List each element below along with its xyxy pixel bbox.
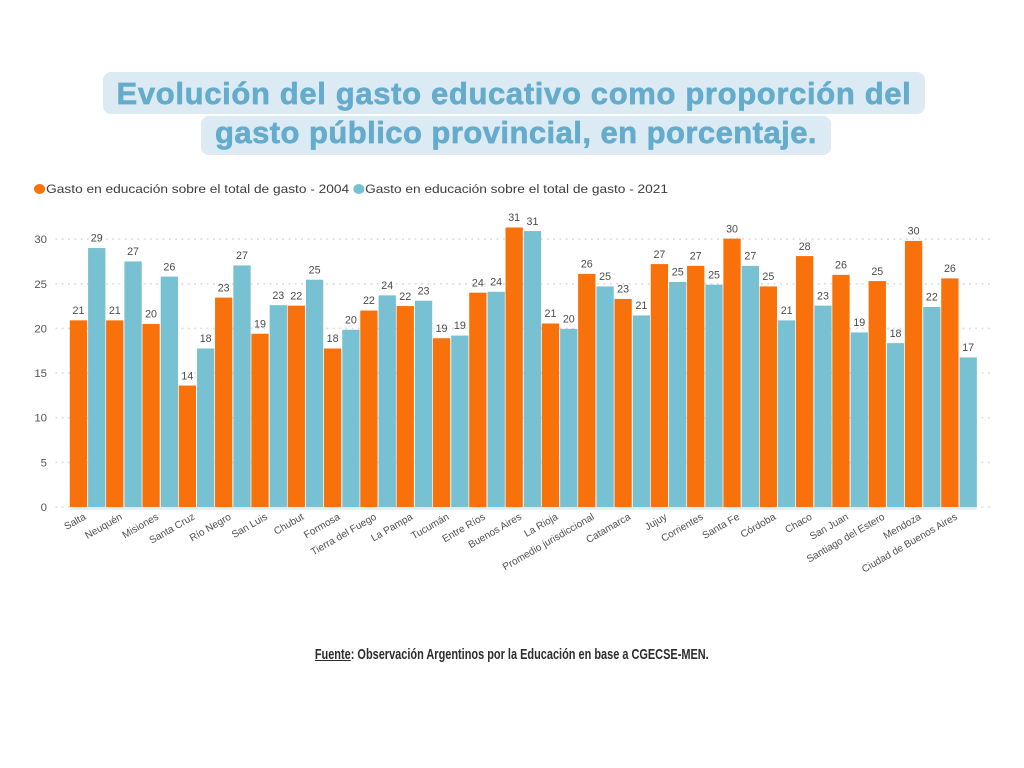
svg-text:21: 21 xyxy=(635,300,647,312)
svg-text:30: 30 xyxy=(34,234,47,246)
svg-text:28: 28 xyxy=(799,241,811,253)
svg-text:26: 26 xyxy=(944,263,956,275)
svg-text:18: 18 xyxy=(327,333,339,345)
svg-text:22: 22 xyxy=(926,292,938,304)
svg-text:22: 22 xyxy=(363,295,375,307)
svg-text:19: 19 xyxy=(254,318,266,330)
svg-text:0: 0 xyxy=(41,502,47,514)
svg-text:5: 5 xyxy=(41,457,47,469)
svg-text:23: 23 xyxy=(272,290,284,302)
svg-text:25: 25 xyxy=(34,279,47,291)
svg-text:31: 31 xyxy=(508,212,520,224)
svg-text:Neuquén: Neuquén xyxy=(83,512,124,542)
svg-text:18: 18 xyxy=(890,328,902,340)
svg-text:25: 25 xyxy=(762,271,774,283)
svg-text:Jujuy: Jujuy xyxy=(643,511,670,533)
svg-text:27: 27 xyxy=(690,251,702,263)
svg-text:19: 19 xyxy=(436,323,448,335)
svg-text:23: 23 xyxy=(817,290,829,302)
svg-text:27: 27 xyxy=(127,246,139,258)
svg-text:22: 22 xyxy=(290,290,302,302)
svg-text:19: 19 xyxy=(853,317,865,329)
svg-text:26: 26 xyxy=(835,260,847,272)
svg-text:25: 25 xyxy=(672,267,684,279)
svg-text:Santa Fe: Santa Fe xyxy=(701,512,742,542)
svg-text:Río Negro: Río Negro xyxy=(188,512,234,545)
svg-text:24: 24 xyxy=(472,277,484,289)
svg-text:19: 19 xyxy=(454,320,466,332)
svg-text:25: 25 xyxy=(599,271,611,283)
svg-text:20: 20 xyxy=(345,314,357,326)
svg-text:18: 18 xyxy=(200,333,212,345)
svg-text:23: 23 xyxy=(617,284,629,296)
svg-text:21: 21 xyxy=(781,305,793,317)
svg-text:17: 17 xyxy=(962,342,974,354)
svg-text:27: 27 xyxy=(236,250,248,262)
svg-text:30: 30 xyxy=(908,226,920,238)
svg-text:24: 24 xyxy=(490,276,502,288)
svg-text:25: 25 xyxy=(871,266,883,278)
svg-text:31: 31 xyxy=(527,216,539,228)
svg-text:Chubut: Chubut xyxy=(272,512,306,538)
svg-text:10: 10 xyxy=(34,413,47,425)
svg-text:Salta: Salta xyxy=(63,512,89,533)
svg-text:San Luis: San Luis xyxy=(230,512,270,541)
svg-text:27: 27 xyxy=(653,249,665,261)
svg-text:23: 23 xyxy=(418,285,430,297)
svg-text:21: 21 xyxy=(545,308,557,320)
svg-text:15: 15 xyxy=(34,368,47,380)
svg-text:22: 22 xyxy=(399,291,411,303)
svg-text:24: 24 xyxy=(381,280,393,292)
svg-text:20: 20 xyxy=(563,314,575,326)
svg-text:25: 25 xyxy=(708,269,720,281)
svg-text:30: 30 xyxy=(726,223,738,235)
svg-text:26: 26 xyxy=(163,261,175,273)
svg-text:21: 21 xyxy=(73,305,85,317)
svg-text:29: 29 xyxy=(91,233,103,245)
svg-text:25: 25 xyxy=(309,264,321,276)
svg-text:27: 27 xyxy=(744,251,756,263)
svg-text:La Pampa: La Pampa xyxy=(370,512,416,545)
svg-text:26: 26 xyxy=(581,259,593,271)
svg-text:20: 20 xyxy=(34,323,47,335)
svg-text:23: 23 xyxy=(218,282,230,294)
svg-text:14: 14 xyxy=(181,370,193,382)
svg-text:Córdoba: Córdoba xyxy=(739,512,778,541)
svg-text:20: 20 xyxy=(145,309,157,321)
svg-text:21: 21 xyxy=(109,305,121,317)
